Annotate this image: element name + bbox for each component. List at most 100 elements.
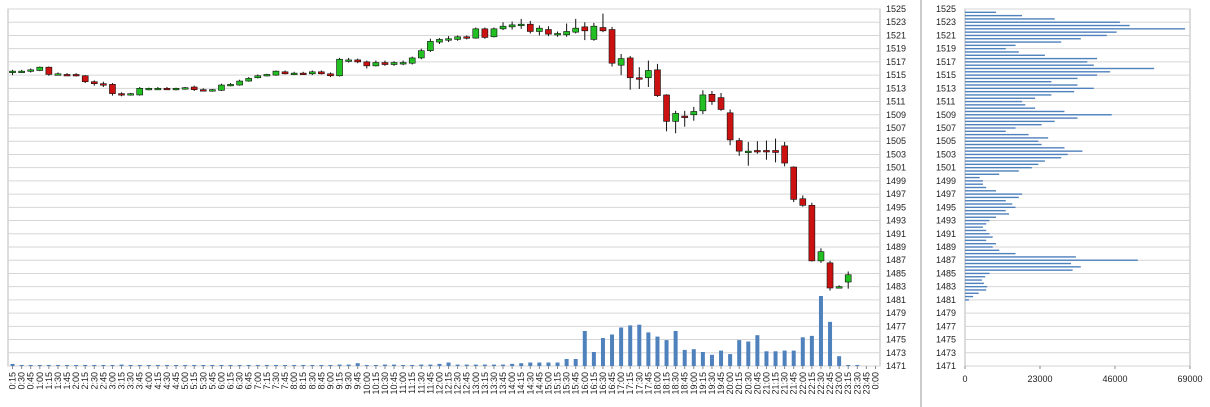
time-tick-label: 1:30 xyxy=(53,372,63,390)
volume-bar xyxy=(101,365,106,366)
profile-bar xyxy=(965,186,987,189)
time-tick-label: 11:15 xyxy=(407,372,417,394)
price-tick-label: 1475 xyxy=(886,335,906,345)
volume-bar xyxy=(19,365,24,366)
time-tick-label: 17:15 xyxy=(625,372,635,395)
profile-bar xyxy=(965,209,1006,212)
candle-body xyxy=(172,88,180,91)
volume-bar xyxy=(283,365,288,366)
price-tick-label: 1503 xyxy=(886,149,906,159)
candle-body xyxy=(808,205,816,262)
main-plot-frame xyxy=(7,8,881,367)
time-tick-label: 17:00 xyxy=(616,372,626,395)
time-tick-label: 20:15 xyxy=(734,372,744,395)
profile-bar xyxy=(965,157,1062,159)
time-tick-label: 8:00 xyxy=(289,372,299,390)
candle-body xyxy=(63,74,71,77)
volume-bar xyxy=(382,364,387,366)
profile-bar xyxy=(965,249,1000,252)
profile-price-tick-label: 1519 xyxy=(936,44,956,54)
profile-bar xyxy=(965,104,1026,106)
candle-body xyxy=(36,66,44,71)
candle-body xyxy=(154,88,162,91)
time-tick-label: 18:45 xyxy=(680,372,690,395)
volume-bar xyxy=(591,352,596,366)
time-tick-label: 16:30 xyxy=(598,372,608,395)
volume-bar xyxy=(809,335,814,366)
time-tick-label: 3:00 xyxy=(107,372,117,390)
candle-body xyxy=(645,70,652,79)
time-tick-label: 22:30 xyxy=(816,372,826,395)
candle-body xyxy=(281,71,289,75)
volume-bar xyxy=(828,321,833,366)
profile-bar xyxy=(965,107,1036,109)
profile-bar xyxy=(965,190,996,192)
candle-body xyxy=(708,93,716,102)
time-tick-label: 11:45 xyxy=(425,372,435,394)
volume-bar xyxy=(455,364,460,366)
candle-body xyxy=(118,93,125,96)
profile-bar xyxy=(965,110,1065,113)
volume-bar xyxy=(691,349,696,366)
price-tick-label: 1497 xyxy=(886,189,906,199)
time-tick-label: 23:15 xyxy=(843,372,853,395)
time-tick-label: 12:00 xyxy=(434,372,444,395)
candle-body xyxy=(100,83,107,86)
profile-bar xyxy=(965,183,983,185)
candle-body xyxy=(27,69,35,72)
price-tick-label: 1507 xyxy=(886,123,906,133)
volume-bar xyxy=(401,365,406,366)
candle-body xyxy=(763,150,770,153)
time-tick-label: 3:45 xyxy=(135,372,145,390)
volume-bar xyxy=(164,365,169,366)
profile-bar xyxy=(965,279,982,281)
time-tick-label: 5:45 xyxy=(207,372,217,390)
volume-bar xyxy=(546,362,551,366)
profile-bar xyxy=(965,143,1042,146)
candle-body xyxy=(499,25,507,30)
time-tick-label: 15:15 xyxy=(553,372,563,395)
candle-body xyxy=(517,23,525,27)
time-tick-label: 15:30 xyxy=(562,372,572,395)
candle-body xyxy=(817,251,825,262)
candle-body xyxy=(181,87,189,90)
profile-bar xyxy=(965,163,1039,166)
candle-body xyxy=(163,88,171,91)
time-tick-label: 2:15 xyxy=(80,372,90,390)
profile-bar xyxy=(965,150,1083,152)
time-tick-label: 9:00 xyxy=(325,372,335,390)
candle-body xyxy=(844,274,852,283)
time-tick-label: 15:00 xyxy=(543,372,553,395)
volume-bar xyxy=(92,365,97,366)
time-tick-label: 8:45 xyxy=(316,372,326,390)
volume-bar xyxy=(346,364,351,366)
volume-bar xyxy=(28,365,33,366)
time-tick-label: 14:00 xyxy=(507,372,517,395)
candle-body xyxy=(254,75,262,79)
volume-bar xyxy=(673,331,678,366)
time-tick-label: 20:45 xyxy=(752,372,762,395)
time-tick-label: 21:45 xyxy=(789,372,799,395)
profile-bar xyxy=(965,67,1155,70)
time-tick-label: 12:15 xyxy=(444,372,454,395)
profile-bar xyxy=(965,295,974,298)
profile-bar xyxy=(965,170,1019,172)
time-tick-label: 23:30 xyxy=(852,372,862,395)
volume-bar xyxy=(255,365,260,366)
time-tick-label: 15:45 xyxy=(571,372,581,395)
candle-body xyxy=(327,73,334,77)
candle-body xyxy=(136,88,144,96)
candle-body xyxy=(608,29,616,64)
time-tick-label: 19:15 xyxy=(698,372,708,395)
profile-bar xyxy=(965,38,1081,40)
candle-body xyxy=(390,62,398,65)
profile-bar xyxy=(965,18,1055,20)
volume-bar xyxy=(74,365,79,366)
profile-price-tick-label: 1475 xyxy=(936,335,956,345)
volume-bar xyxy=(319,365,324,366)
profile-bar xyxy=(965,289,987,291)
volume-bar xyxy=(237,365,242,366)
time-tick-label: 0:45 xyxy=(26,372,36,390)
volume-bar xyxy=(446,362,451,366)
profile-bar xyxy=(965,269,1073,271)
